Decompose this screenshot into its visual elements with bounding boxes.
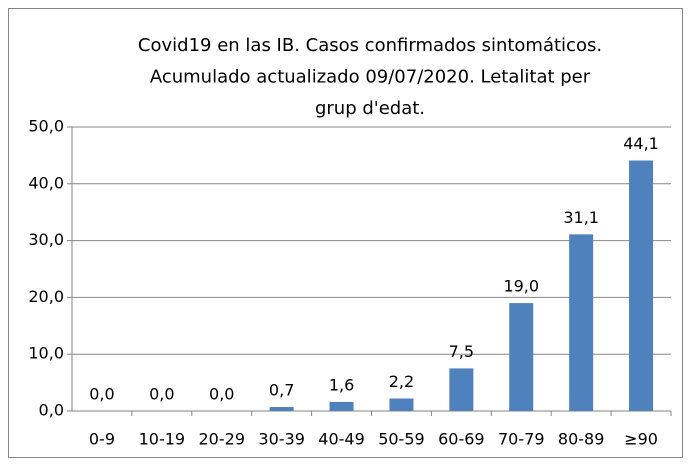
bar [329,401,354,411]
x-tick-label: 60-69 [438,430,485,449]
y-tick-label: 0,0 [39,401,64,420]
value-label: 19,0 [503,277,539,296]
value-label: 0,7 [269,381,294,400]
y-tick-label: 40,0 [28,173,64,192]
x-tick-label: 30-39 [258,430,305,449]
chart-title: grup d'edat. [315,98,425,119]
x-tick-label: 50-59 [378,430,425,449]
x-tick-label: 10-19 [139,430,186,449]
y-tick-label: 30,0 [28,230,64,249]
chart-title: Acumulado actualizado 09/07/2020. Letali… [150,67,591,88]
value-label: 7,5 [449,342,474,361]
x-tick-label: 40-49 [318,430,365,449]
bar [449,368,474,411]
value-label: 2,2 [389,372,414,391]
x-tick-label: 20-29 [199,430,246,449]
x-tick-label: 0-9 [89,430,115,449]
x-tick-label: 80-89 [558,430,605,449]
chart-title: Covid19 en las IB. Casos confirmados sin… [138,35,602,56]
value-label: 1,6 [329,375,354,394]
bar [269,407,294,411]
bar [509,303,534,411]
x-tick-label: 70-79 [498,430,545,449]
bar [569,234,594,411]
value-label: 0,0 [149,385,174,404]
y-tick-label: 10,0 [28,344,64,363]
y-tick-label: 50,0 [28,117,64,136]
x-tick-label: ≥90 [624,430,658,449]
bar [629,160,654,411]
y-tick-label: 20,0 [28,287,64,306]
value-label: 0,0 [89,385,114,404]
value-label: 0,0 [209,385,234,404]
value-label: 31,1 [563,208,599,227]
value-label: 44,1 [623,134,659,153]
bar [389,398,414,411]
